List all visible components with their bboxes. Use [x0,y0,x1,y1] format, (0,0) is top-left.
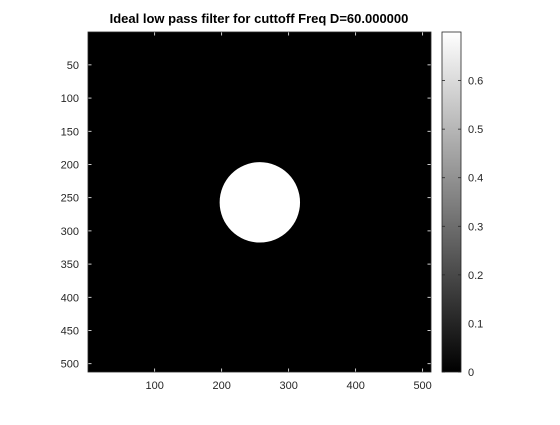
colorbar-tick-label: 0.2 [468,270,483,282]
x-tick-label: 400 [346,380,364,392]
y-tick-label: 200 [61,159,79,171]
y-tick-label: 300 [61,226,79,238]
y-tick-label: 100 [61,93,79,105]
y-tick-label: 350 [61,259,79,271]
x-tick-label: 500 [413,380,431,392]
colorbar-frame [441,31,462,373]
colorbar-gradient [442,32,461,372]
colorbar-tick-label: 0.5 [468,124,483,136]
colorbar-tick-label: 0.4 [468,173,483,185]
x-tick-label: 300 [279,380,297,392]
image-axes: 100 200 300 400 500 50 100 150 200 250 300 350 400 4… [61,31,432,392]
filter-passband-disk [219,162,301,243]
x-tick-label: 100 [145,380,163,392]
y-tick-label: 250 [61,193,79,205]
colorbar-tick-label: 0.3 [468,221,483,233]
x-tick-label: 200 [212,380,230,392]
colorbar-ticks: 0 0.1 0.2 0.3 0.4 0.5 0.6 [442,76,483,379]
colorbar: 0 0.1 0.2 0.3 0.4 0.5 0.6 [441,31,483,379]
image-axes-frame [87,31,432,373]
colorbar-tick-label: 0.1 [468,318,483,330]
y-axis-ticks: 50 100 150 200 250 300 350 400 450 500 [61,60,431,371]
y-tick-label: 450 [61,325,79,337]
y-tick-label: 50 [67,60,79,72]
colorbar-tick-label: 0.6 [468,76,483,88]
y-tick-label: 500 [61,359,79,371]
y-tick-label: 150 [61,126,79,138]
colorbar-tick-label: 0 [468,367,474,379]
y-tick-label: 400 [61,292,79,304]
chart-title: Ideal low pass filter for cuttoff Freq D… [110,11,409,26]
x-axis-ticks: 100 200 300 400 500 [145,32,432,392]
